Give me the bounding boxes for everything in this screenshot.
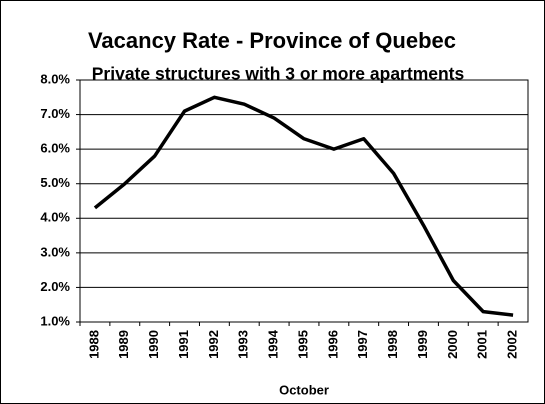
y-tick-label: 3.0% <box>40 244 70 259</box>
y-tick-label: 1.0% <box>40 313 70 328</box>
x-tick-label: 1999 <box>415 330 430 359</box>
y-tick-label: 5.0% <box>40 175 70 190</box>
y-tick-label: 7.0% <box>40 106 70 121</box>
series-line <box>93 95 514 317</box>
x-tick-label: 2000 <box>445 330 460 359</box>
x-tick-label: 1995 <box>295 330 310 359</box>
y-tick-label: 2.0% <box>40 279 70 294</box>
chart-title: Vacancy Rate - Province of Quebec <box>88 28 456 53</box>
y-tick-label: 8.0% <box>40 71 70 86</box>
x-tick-label: 1997 <box>355 330 370 359</box>
x-tick-label: 1989 <box>116 330 131 359</box>
x-tick-label: 1996 <box>325 330 340 359</box>
x-tick-label: 1993 <box>236 330 251 359</box>
x-tick-label: 1992 <box>206 330 221 359</box>
x-axis-label: October <box>279 382 329 397</box>
x-tick-label: 2002 <box>505 330 520 359</box>
y-tick-label: 6.0% <box>40 141 70 156</box>
x-tick-label: 1998 <box>385 330 400 359</box>
y-tick-label: 4.0% <box>40 210 70 225</box>
x-tick-label: 2001 <box>475 330 490 359</box>
plot-area <box>79 79 529 323</box>
x-tick-label: 1991 <box>176 330 191 359</box>
x-tick-label: 1988 <box>86 330 101 359</box>
x-tick-label: 1990 <box>146 330 161 359</box>
chart-subtitle: Private structures with 3 or more apartm… <box>92 64 465 84</box>
x-tick-label: 1994 <box>266 329 281 359</box>
